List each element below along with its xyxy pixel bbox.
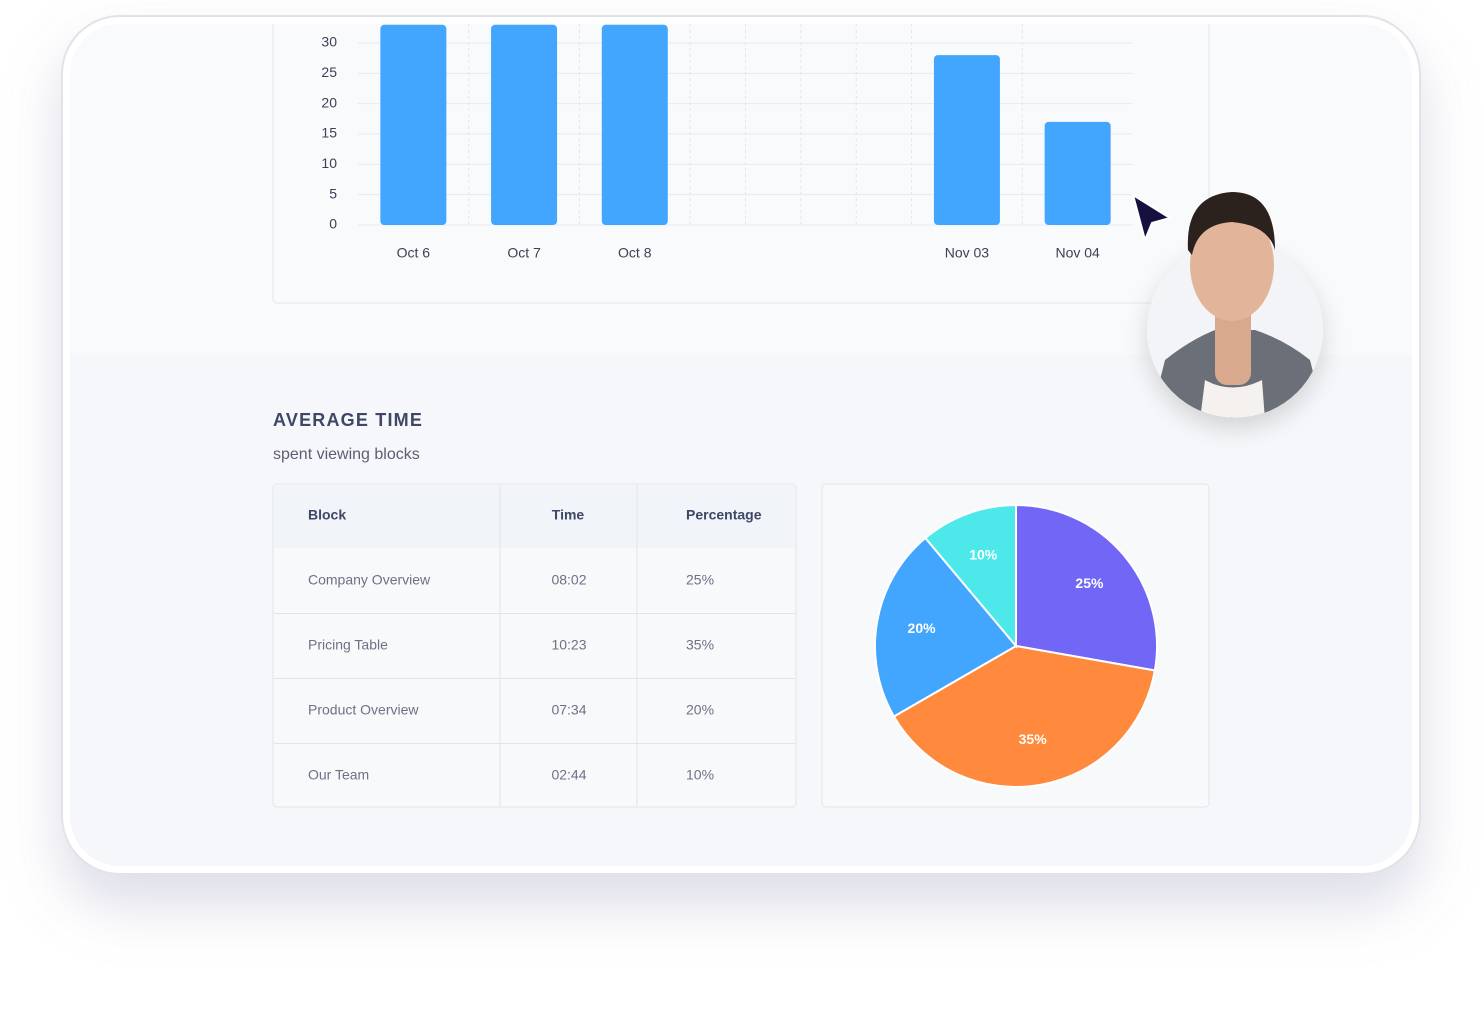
bar — [601, 24, 668, 225]
x-tick-label: Oct 6 — [397, 245, 431, 261]
pie-label: 35% — [1019, 731, 1048, 747]
table-cell: 10% — [686, 767, 714, 783]
table-cell: Product Overview — [308, 702, 419, 718]
x-tick-label: Nov 04 — [1055, 245, 1100, 261]
table-cell: 08:02 — [551, 572, 586, 588]
avatar-tshirt — [1200, 380, 1265, 418]
avatar-neck — [1215, 300, 1251, 385]
bar — [1044, 121, 1111, 225]
bar — [491, 24, 558, 225]
x-tick-label: Oct 7 — [507, 245, 541, 261]
y-tick-label: 25 — [321, 64, 337, 80]
avatar-face — [1190, 209, 1274, 321]
bar — [380, 24, 447, 225]
table-cell: Company Overview — [308, 572, 431, 588]
avatar — [1147, 192, 1323, 418]
content: AVERAGE TIME spent viewing blocks 0 5 10 15… — [70, 24, 1412, 866]
table-cell: 25% — [686, 572, 714, 588]
section-subtitle: spent viewing blocks — [273, 446, 420, 463]
table-header: Block — [308, 507, 346, 523]
avatar-hair — [1187, 192, 1275, 255]
pie-label: 25% — [1075, 575, 1104, 591]
table-cell: 02:44 — [551, 767, 586, 783]
table-cell: Our Team — [308, 767, 369, 783]
pie-slice — [923, 503, 1017, 649]
x-tick-label: Oct 8 — [618, 245, 652, 261]
y-tick-label: 30 — [321, 34, 337, 50]
table-header-bg — [274, 485, 795, 548]
table-cell: 07:34 — [551, 702, 586, 718]
y-tick-label: 0 — [329, 216, 337, 232]
table-cell: 35% — [686, 637, 714, 653]
table-cell: Pricing Table — [308, 637, 388, 653]
table-cell: 20% — [686, 702, 714, 718]
x-tick-label: Nov 03 — [945, 245, 990, 261]
y-tick-label: 10 — [321, 155, 337, 171]
pie-slice — [1015, 503, 1158, 672]
y-tick-label: 5 — [329, 185, 337, 201]
table-header: Time — [552, 507, 585, 523]
pie-label: 20% — [908, 620, 937, 636]
table-header: Percentage — [686, 507, 762, 523]
cursor — [1131, 192, 1173, 244]
pie-slice — [874, 536, 1018, 718]
bar — [933, 55, 1000, 226]
table-cell: 10:23 — [551, 637, 586, 653]
y-tick-label: 15 — [321, 125, 337, 141]
y-tick-label: 20 — [321, 94, 337, 110]
section-title: AVERAGE TIME — [273, 410, 423, 430]
table-card — [272, 483, 797, 808]
pie-slice — [892, 644, 1157, 789]
pie-label: 10% — [969, 547, 998, 563]
